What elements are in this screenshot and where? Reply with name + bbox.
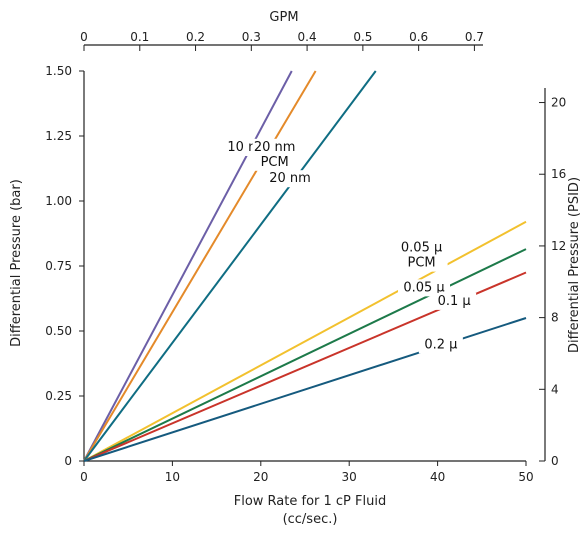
gpm-tick-label: 0.3 bbox=[242, 30, 261, 44]
series-label-bg bbox=[398, 279, 451, 297]
y-tick-label: 0 bbox=[64, 454, 72, 468]
series-label-bg bbox=[418, 336, 463, 354]
y-tick-label: 0.50 bbox=[45, 324, 72, 338]
gpm-axis-ticks: 0 0.1 0.2 0.3 0.4 0.5 0.6 0.7 bbox=[80, 30, 484, 51]
psid-tick-label: 16 bbox=[551, 167, 566, 181]
series-label-0-05-u-pcm: PCM bbox=[408, 256, 436, 271]
x-axis-title-line1: Flow Rate for 1 cP Fluid bbox=[234, 494, 386, 509]
series-label-bg bbox=[252, 138, 297, 171]
series-label-20-nm-pcm: PCM bbox=[261, 155, 289, 170]
x-tick-label: 20 bbox=[253, 470, 268, 484]
series-lines bbox=[83, 70, 527, 462]
series-line-10-nm bbox=[83, 70, 293, 462]
x-tick-label: 30 bbox=[342, 470, 357, 484]
gpm-tick-label: 0 bbox=[80, 30, 88, 44]
y-tick-label: 1.50 bbox=[45, 64, 72, 78]
gpm-tick-label: 0.5 bbox=[353, 30, 372, 44]
psid-tick-label: 20 bbox=[551, 96, 566, 110]
series-label-20-nm-pcm: 20 nm bbox=[254, 140, 296, 155]
psid-tick-label: 4 bbox=[551, 382, 559, 396]
psid-tick-label: 0 bbox=[551, 454, 559, 468]
series-label-bg bbox=[432, 292, 477, 310]
series-line-0-05-u-pcm bbox=[83, 220, 527, 462]
x-tick-label: 0 bbox=[80, 470, 88, 484]
series-line-0-05-u bbox=[83, 248, 527, 462]
y-tick-label: 1.25 bbox=[45, 129, 72, 143]
psid-tick-label: 8 bbox=[551, 311, 559, 325]
y2-axis-title: Differential Pressure (PSID) bbox=[567, 177, 582, 353]
x2-axis-title: GPM bbox=[269, 10, 298, 25]
psid-tick-label: 12 bbox=[551, 239, 566, 253]
y-tick-label: 1.00 bbox=[45, 194, 72, 208]
series-line-20-nm bbox=[83, 70, 377, 462]
gpm-tick-label: 0.4 bbox=[298, 30, 317, 44]
psid-axis-ticks: 0 4 8 12 16 20 bbox=[539, 96, 566, 468]
series-label-0-05-u-pcm: 0.05 µ bbox=[401, 241, 442, 256]
series-label-20-nm: 20 nm bbox=[269, 171, 311, 186]
x-tick-label: 40 bbox=[430, 470, 445, 484]
series-line-20-nm-pcm bbox=[83, 70, 317, 462]
gpm-tick-label: 0.2 bbox=[186, 30, 205, 44]
series-label-0-2-u: 0.2 µ bbox=[424, 337, 457, 352]
x-axis-ticks: 0 10 20 30 40 50 bbox=[80, 461, 534, 484]
y-tick-label: 0.75 bbox=[45, 259, 72, 273]
y-tick-label: 0.25 bbox=[45, 389, 72, 403]
series-label-bg bbox=[268, 170, 313, 188]
y-axis-ticks: 0 0.25 0.50 0.75 1.00 1.25 1.50 bbox=[45, 64, 84, 468]
gpm-tick-label: 0.7 bbox=[465, 30, 484, 44]
x-tick-label: 10 bbox=[165, 470, 180, 484]
y-axis-title: Differential Pressure (bar) bbox=[9, 179, 24, 347]
series-label-0-1-u: 0.1 µ bbox=[438, 294, 471, 309]
series-label-0-05-u: 0.05 µ bbox=[403, 280, 444, 295]
gpm-tick-label: 0.6 bbox=[409, 30, 428, 44]
gpm-tick-label: 0.1 bbox=[130, 30, 149, 44]
x-tick-label: 50 bbox=[518, 470, 533, 484]
series-label-bg bbox=[395, 239, 448, 272]
plot-frame bbox=[83, 44, 546, 462]
x-axis-title-line2: (cc/sec.) bbox=[283, 512, 338, 527]
